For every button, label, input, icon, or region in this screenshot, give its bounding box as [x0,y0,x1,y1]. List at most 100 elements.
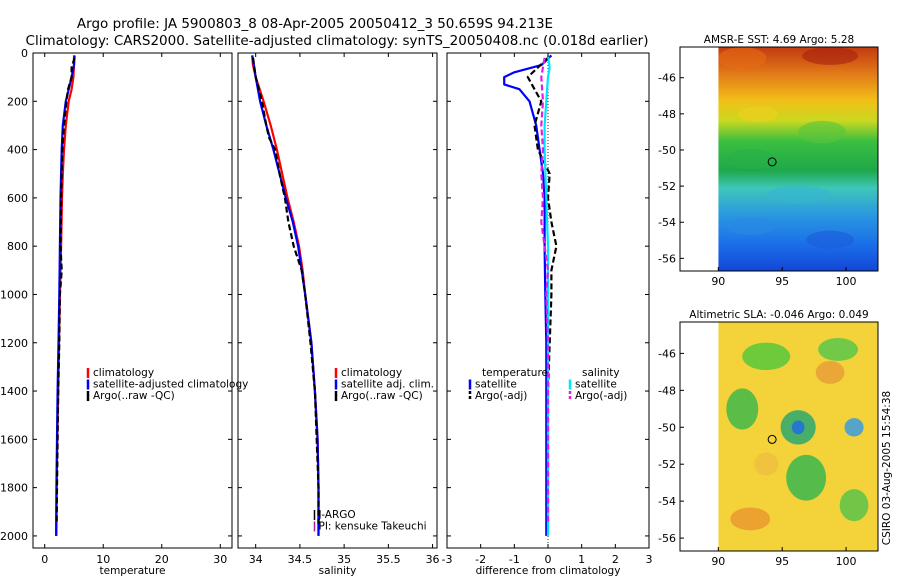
legend-label: satellite adj. clim. [341,379,434,391]
x-axis-label: difference from climatology [476,565,621,577]
sla-heatmap-image [718,322,878,551]
y-tick-label: 400 [7,144,28,157]
legend-label: satellite [475,379,517,391]
legend-label: Argo(-adj) [475,390,527,402]
sst-texture-patch [806,230,855,249]
plot-frame [237,52,438,549]
x-tick-label: 10 [96,553,110,566]
x-tick-label: 35 [337,553,351,566]
x-tick-label: 2 [612,553,619,566]
y-tick-label: 600 [7,192,28,205]
salinity-profile-panel: 34 34.5 35 35.5 36 salinity climatologysatelli… [237,52,440,577]
plot-frame [32,52,233,549]
map-y-tick-label: -54 [658,216,676,229]
x-tick-label: 3 [646,553,653,566]
sst-map-panel: AMSR-E SST: 4.69 Argo: 5.28 90 95 100 -46 -48… [658,34,879,288]
map-x-tick-label: 90 [711,275,725,288]
legend-label: Argo(..raw -QC) [93,390,175,402]
sla-texture-patch [726,388,759,430]
x-tick-label: 0 [41,553,48,566]
x-axis-label: temperature [100,565,166,577]
map-frame [679,321,879,552]
y-tick-label: 0 [21,47,28,60]
legend-label: salinity [582,367,620,379]
series-line-2-1 [526,57,558,524]
map-x-tick-label: 90 [711,555,725,568]
difference-profile-panel: -3 -2 -1 0 1 2 3 difference from climatology tem… [442,52,653,577]
map-y-tick-label: -52 [658,458,676,471]
legend-label: Argo(-adj) [575,390,627,402]
map-y-tick-label: -54 [658,495,676,508]
x-tick-label: 36 [426,553,440,566]
annotation-text: J-ARGO [317,509,355,521]
sst-texture-patch [718,47,767,70]
map-y-tick-label: -50 [658,144,676,157]
x-tick-label: 1 [578,553,585,566]
legend-label: climatology [341,367,402,379]
sst-texture-patch [766,185,831,204]
header-line-1: Argo profile: JA 5900803_8 08-Apr-2005 2… [77,16,553,32]
y-tick-label: 200 [7,95,28,108]
sst-heatmap-image [718,47,878,271]
x-axis-label: salinity [319,565,357,577]
x-tick-label: 0 [545,553,552,566]
sla-texture-patch [786,454,827,501]
x-tick-label: 30 [213,553,227,566]
map-title: AMSR-E SST: 4.69 Argo: 5.28 [704,34,854,46]
sla-texture-patch [742,342,791,371]
map-x-tick-label: 100 [836,555,857,568]
sst-texture-patch [726,148,775,170]
x-tick-label: 35.5 [376,553,401,566]
map-y-tick-label: -50 [658,421,676,434]
header-line-2: Climatology: CARS2000. Satellite-adjuste… [26,33,649,49]
x-tick-label: 34 [249,553,263,566]
float-position-marker [767,157,777,167]
sla-texture-patch [839,489,869,522]
annotation-text: PI: kensuke Takeuchi [318,521,426,533]
series-line-2-3 [540,57,550,524]
x-tick-label: 34.5 [288,553,313,566]
series-line-0-2 [55,57,76,524]
sla-texture-patch [754,452,779,476]
map-y-tick-label: -52 [658,180,676,193]
side-timestamp-label: CSIRO 03-Aug-2005 15:54:38 [881,391,893,545]
sla-map-panel: Altimetric SLA: -0.046 Argo: 0.049 90 95 10… [658,309,879,568]
legend-label: temperature [482,367,548,379]
y-tick-label: 1200 [0,337,28,350]
sst-texture-patch [798,120,847,144]
sla-texture-patch [818,338,859,361]
map-y-tick-label: -56 [658,252,676,265]
map-y-tick-label: -46 [658,347,676,360]
sst-texture-patch [726,217,775,236]
x-tick-label: -2 [475,553,486,566]
temperature-profile-panel: 0 10 20 30 temperature 0 200 400 600 800 1000 1200 1… [0,47,248,577]
x-tick-label: -3 [442,553,453,566]
legend-label: satellite-adjusted climatology [93,379,248,391]
y-tick-label: 2000 [0,530,28,543]
map-frame [679,46,879,272]
legend-label: Argo(..raw -QC) [341,390,423,402]
map-title: Altimetric SLA: -0.046 Argo: 0.049 [689,309,868,321]
legend-label: climatology [93,367,154,379]
y-tick-label: 800 [7,240,28,253]
map-y-tick-label: -48 [658,384,676,397]
legend-label: satellite [575,379,617,391]
series-line-1-1 [251,55,320,536]
series-line-1-2 [251,57,320,524]
map-x-tick-label: 95 [775,275,789,288]
y-tick-label: 1000 [0,288,28,301]
float-position-marker [767,434,777,444]
y-tick-label: 1600 [0,433,28,446]
map-x-tick-label: 100 [836,275,857,288]
sla-texture-patch [730,507,771,531]
sst-texture-patch [738,106,779,123]
x-tick-label: -1 [509,553,520,566]
y-tick-label: 1800 [0,482,28,495]
map-y-tick-label: -56 [658,532,676,545]
sla-texture-patch [815,360,845,384]
sla-texture-patch [791,420,805,435]
map-y-tick-label: -46 [658,72,676,85]
y-tick-label: 1400 [0,385,28,398]
